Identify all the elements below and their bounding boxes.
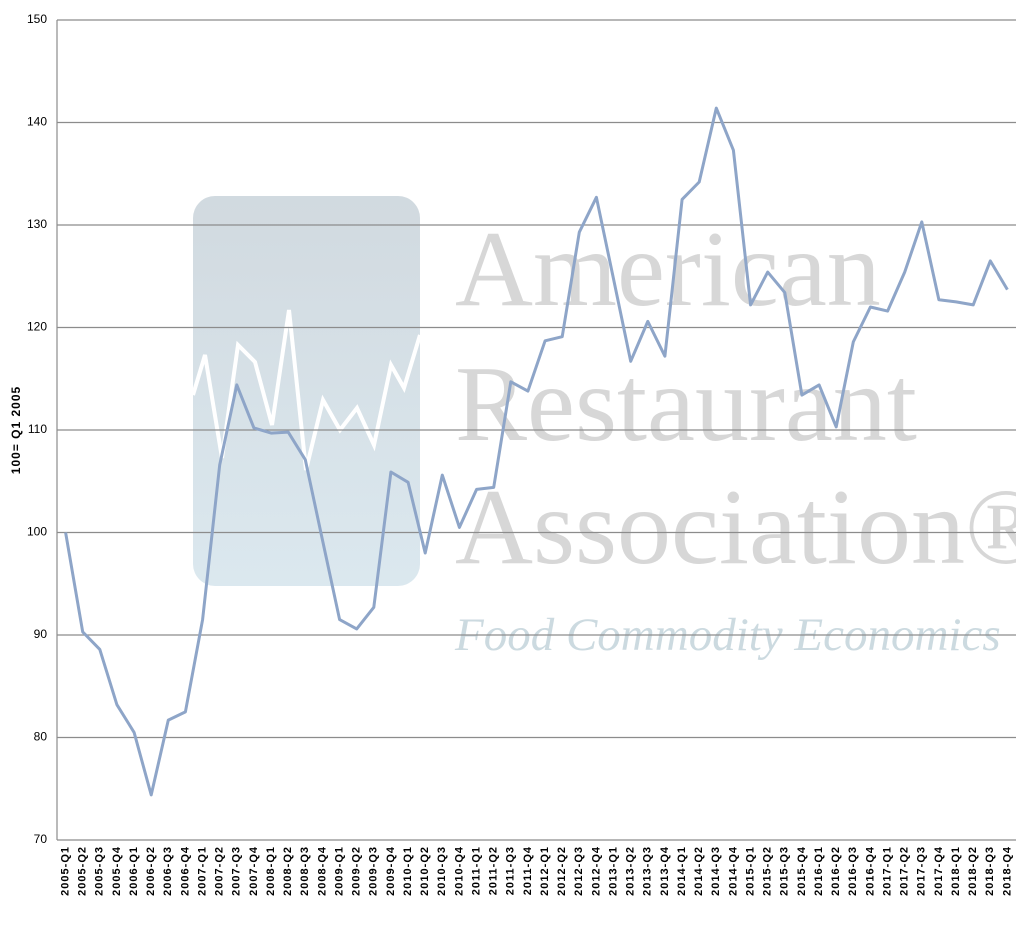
x-tick-label: 2011-Q1 <box>470 846 482 895</box>
x-tick-label: 2007-Q3 <box>231 846 243 896</box>
x-tick-label: 2015-Q3 <box>779 846 791 896</box>
y-tick-label: 90 <box>34 627 48 641</box>
x-tick-label: 2009-Q1 <box>333 846 345 896</box>
x-tick-label: 2009-Q4 <box>385 846 397 896</box>
x-tick-label: 2005-Q1 <box>59 846 71 896</box>
data-line <box>64 106 1009 797</box>
x-tick-label: 2009-Q3 <box>368 846 380 896</box>
x-tick-label: 2011-Q4 <box>522 846 534 895</box>
x-tick-label: 2018-Q1 <box>950 846 962 896</box>
y-tick-label: 110 <box>28 422 47 436</box>
x-tick-label: 2018-Q3 <box>984 846 996 896</box>
y-tick-label: 70 <box>34 832 48 846</box>
x-tick-label: 2010-Q1 <box>402 846 414 896</box>
x-tick-label: 2015-Q2 <box>762 846 774 896</box>
x-tick-label: 2007-Q4 <box>248 846 260 896</box>
x-tick-label: 2009-Q2 <box>351 846 363 896</box>
x-tick-label: 2015-Q1 <box>744 846 756 896</box>
x-tick-label: 2016-Q2 <box>830 846 842 896</box>
y-tick-label: 100 <box>27 525 47 539</box>
x-tick-label: 2017-Q3 <box>916 846 928 896</box>
x-tick-label: 2007-Q2 <box>214 846 226 896</box>
x-tick-label: 2014-Q3 <box>710 846 722 896</box>
x-tick-label: 2018-Q4 <box>1001 846 1013 896</box>
x-tick-label: 2014-Q1 <box>676 846 688 896</box>
x-tick-label: 2006-Q3 <box>162 846 174 896</box>
x-tick-label: 2011-Q3 <box>505 846 517 895</box>
x-tick-label: 2013-Q1 <box>607 846 619 896</box>
y-axis-label: 100= Q1 2005 <box>9 386 23 474</box>
x-tick-label: 2017-Q4 <box>933 846 945 896</box>
x-tick-label: 2011-Q2 <box>488 846 500 895</box>
x-tick-label: 2010-Q4 <box>453 846 465 896</box>
x-tick-label: 2013-Q2 <box>625 846 637 896</box>
x-tick-label: 2013-Q4 <box>659 846 671 896</box>
x-tick-label: 2008-Q1 <box>265 846 277 896</box>
watermark-text: American <box>455 210 881 329</box>
x-tick-label: 2008-Q2 <box>282 846 294 896</box>
x-tick-label: 2017-Q1 <box>881 846 893 896</box>
x-tick-label: 2014-Q2 <box>693 846 705 896</box>
x-tick-label: 2012-Q4 <box>590 846 602 896</box>
x-tick-label: 2010-Q3 <box>436 846 448 896</box>
x-tick-label: 2012-Q1 <box>539 846 551 896</box>
x-tick-label: 2006-Q1 <box>128 846 140 896</box>
x-tick-label: 2015-Q4 <box>796 846 808 896</box>
x-tick-label: 2016-Q4 <box>864 846 876 896</box>
x-tick-label: 2005-Q3 <box>94 846 106 896</box>
y-tick-label: 80 <box>34 730 48 744</box>
x-tick-label: 2008-Q3 <box>299 846 311 896</box>
x-tick-label: 2016-Q1 <box>813 846 825 896</box>
watermark-logo <box>191 196 422 586</box>
x-tick-label: 2018-Q2 <box>967 846 979 896</box>
watermark-text: Association® <box>455 468 1016 587</box>
x-tick-label: 2013-Q3 <box>642 846 654 896</box>
x-tick-label: 2010-Q2 <box>419 846 431 896</box>
x-tick-label: 2005-Q4 <box>111 846 123 896</box>
x-tick-label: 2014-Q4 <box>727 846 739 896</box>
y-tick-label: 130 <box>27 217 47 231</box>
y-tick-label: 120 <box>27 320 47 334</box>
x-tick-label: 2008-Q4 <box>316 846 328 896</box>
x-tick-label: 2007-Q1 <box>196 846 208 896</box>
y-tick-label: 150 <box>27 12 47 26</box>
x-tick-label: 2005-Q2 <box>77 846 89 896</box>
x-tick-label: 2006-Q2 <box>145 846 157 896</box>
y-tick-label: 140 <box>27 115 47 129</box>
x-tick-label: 2012-Q2 <box>556 846 568 896</box>
x-tick-label: 2012-Q3 <box>573 846 585 896</box>
x-tick-label: 2016-Q3 <box>847 846 859 896</box>
x-tick-label: 2006-Q4 <box>179 846 191 896</box>
x-tick-label: 2017-Q2 <box>899 846 911 896</box>
